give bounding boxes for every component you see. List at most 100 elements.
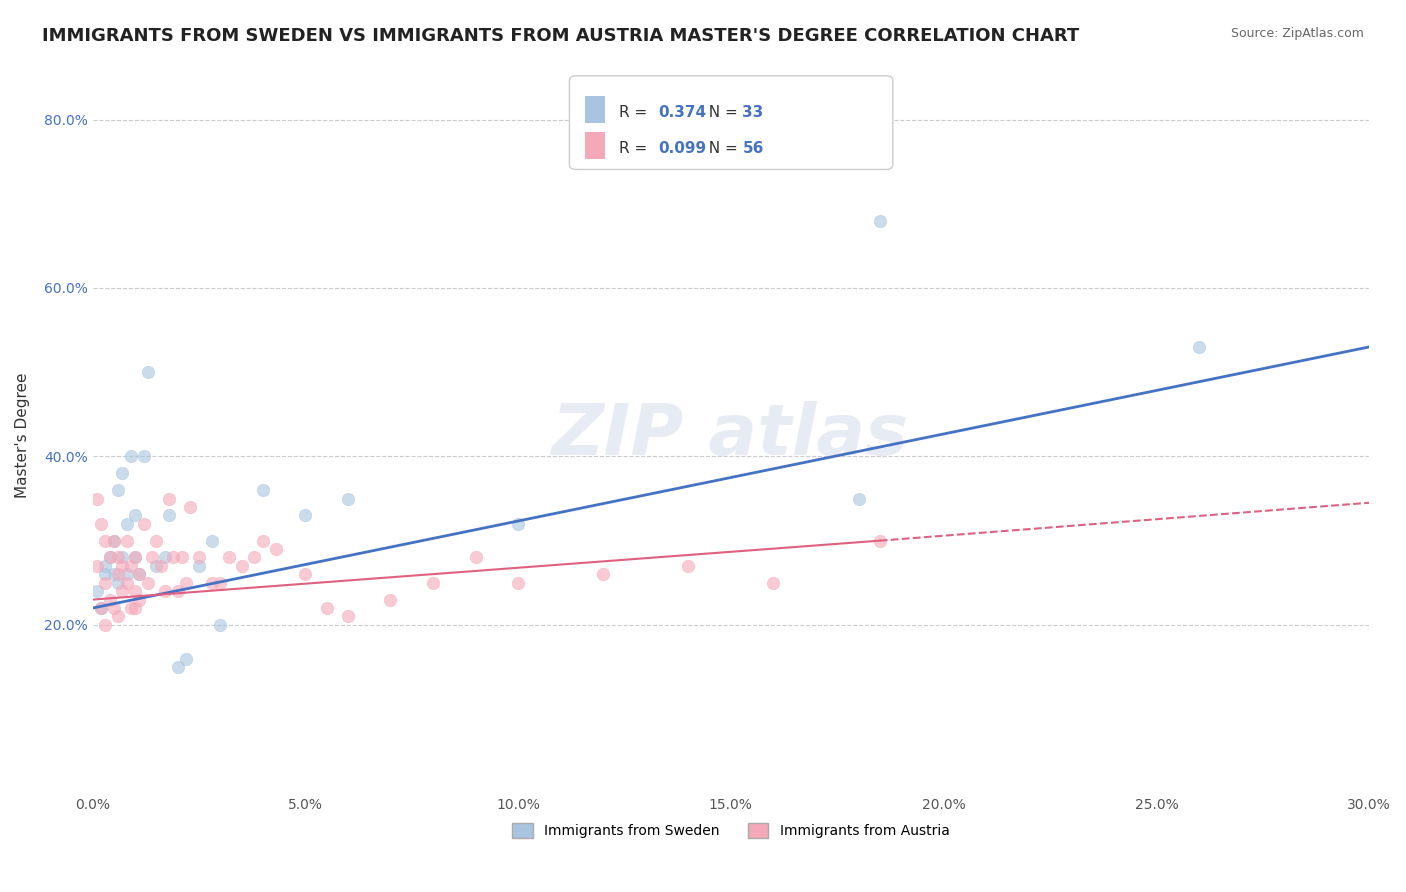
Point — [107, 550, 129, 565]
Point — [136, 365, 159, 379]
Point — [107, 483, 129, 497]
Point — [107, 575, 129, 590]
Point — [124, 550, 146, 565]
Point — [103, 601, 125, 615]
Text: N =: N = — [699, 105, 742, 120]
Point — [128, 592, 150, 607]
Point — [86, 584, 108, 599]
Point — [111, 467, 134, 481]
Point — [86, 491, 108, 506]
Point — [132, 516, 155, 531]
Point — [157, 508, 180, 523]
Point — [124, 584, 146, 599]
Point — [90, 601, 112, 615]
Point — [592, 567, 614, 582]
Y-axis label: Master's Degree: Master's Degree — [15, 373, 30, 498]
Point — [209, 575, 232, 590]
Point — [145, 558, 167, 573]
Point — [124, 550, 146, 565]
Point — [166, 660, 188, 674]
Point — [120, 558, 142, 573]
Point — [98, 550, 121, 565]
Point — [762, 575, 785, 590]
Point — [124, 601, 146, 615]
Point — [90, 516, 112, 531]
Point — [107, 567, 129, 582]
Point — [294, 508, 316, 523]
Text: R =: R = — [619, 141, 652, 156]
Point — [153, 550, 176, 565]
Point — [157, 491, 180, 506]
Point — [294, 567, 316, 582]
Point — [94, 533, 117, 548]
Point — [111, 584, 134, 599]
Point — [209, 618, 232, 632]
Text: 56: 56 — [742, 141, 763, 156]
Point — [179, 500, 201, 514]
Point — [111, 558, 134, 573]
Point — [336, 609, 359, 624]
Point — [464, 550, 486, 565]
Point — [174, 651, 197, 665]
Text: ZIP atlas: ZIP atlas — [553, 401, 910, 470]
Point — [94, 567, 117, 582]
Point — [145, 533, 167, 548]
Point — [848, 491, 870, 506]
Point — [94, 618, 117, 632]
Point — [153, 584, 176, 599]
Point — [170, 550, 193, 565]
Point — [115, 516, 138, 531]
Point — [188, 558, 211, 573]
Text: 0.374: 0.374 — [658, 105, 706, 120]
Point — [166, 584, 188, 599]
Point — [508, 516, 530, 531]
Point — [149, 558, 172, 573]
Point — [218, 550, 240, 565]
Legend: Immigrants from Sweden, Immigrants from Austria: Immigrants from Sweden, Immigrants from … — [506, 818, 955, 844]
Text: 33: 33 — [742, 105, 763, 120]
Point — [141, 550, 163, 565]
Point — [315, 601, 337, 615]
Point — [94, 558, 117, 573]
Point — [120, 601, 142, 615]
Point — [174, 575, 197, 590]
Point — [128, 567, 150, 582]
Point — [136, 575, 159, 590]
Point — [94, 575, 117, 590]
Text: N =: N = — [699, 141, 742, 156]
Text: 0.099: 0.099 — [658, 141, 706, 156]
Point — [188, 550, 211, 565]
Point — [124, 508, 146, 523]
Point — [86, 558, 108, 573]
Point — [90, 601, 112, 615]
Point — [115, 533, 138, 548]
Point — [132, 450, 155, 464]
Point — [201, 575, 224, 590]
Point — [120, 450, 142, 464]
Point — [252, 483, 274, 497]
Point — [128, 567, 150, 582]
Point — [508, 575, 530, 590]
Point — [243, 550, 266, 565]
Point — [264, 542, 287, 557]
Point — [678, 558, 700, 573]
Point — [380, 592, 402, 607]
Point — [422, 575, 444, 590]
Point — [869, 213, 891, 227]
Point — [115, 575, 138, 590]
Point — [103, 533, 125, 548]
Point — [252, 533, 274, 548]
Point — [98, 592, 121, 607]
Point — [103, 533, 125, 548]
Text: R =: R = — [619, 105, 652, 120]
Point — [103, 567, 125, 582]
Point — [201, 533, 224, 548]
Text: IMMIGRANTS FROM SWEDEN VS IMMIGRANTS FROM AUSTRIA MASTER'S DEGREE CORRELATION CH: IMMIGRANTS FROM SWEDEN VS IMMIGRANTS FRO… — [42, 27, 1080, 45]
Point — [336, 491, 359, 506]
Point — [231, 558, 253, 573]
Point — [1188, 340, 1211, 354]
Point — [98, 550, 121, 565]
Point — [107, 609, 129, 624]
Point — [869, 533, 891, 548]
Point — [115, 567, 138, 582]
